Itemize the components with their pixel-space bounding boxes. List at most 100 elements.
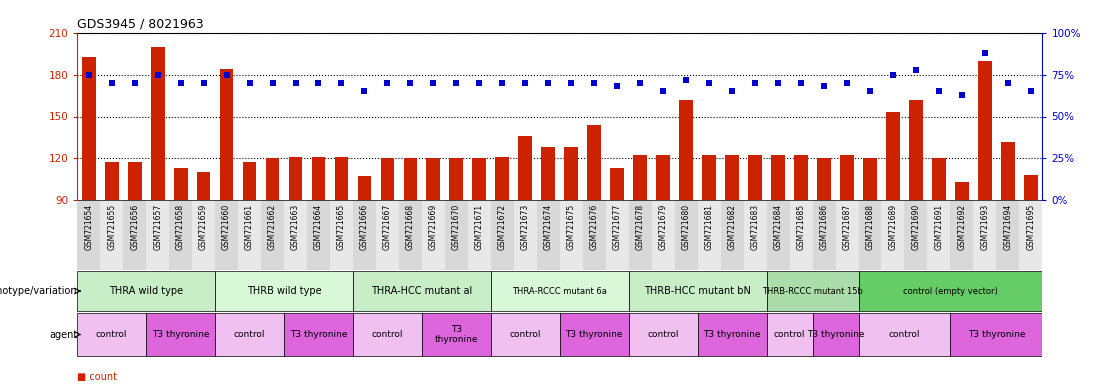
- Bar: [353, 271, 491, 311]
- Bar: [146, 200, 169, 270]
- Text: GSM721674: GSM721674: [544, 204, 553, 250]
- Bar: [881, 200, 904, 270]
- Bar: [427, 158, 440, 200]
- Text: GSM721684: GSM721684: [773, 204, 782, 250]
- Text: GSM721662: GSM721662: [268, 204, 277, 250]
- Bar: [124, 200, 146, 270]
- Bar: [771, 156, 785, 200]
- Bar: [472, 158, 486, 200]
- Bar: [858, 200, 881, 270]
- Bar: [100, 200, 124, 270]
- Point: [103, 80, 120, 86]
- Bar: [720, 200, 743, 270]
- Text: agent: agent: [49, 329, 77, 339]
- Text: control: control: [774, 330, 805, 339]
- Bar: [813, 313, 858, 356]
- Point: [838, 80, 856, 86]
- Text: GSM721682: GSM721682: [728, 204, 737, 250]
- Point: [333, 80, 351, 86]
- Point: [769, 80, 786, 86]
- Point: [930, 88, 947, 94]
- Text: GSM721686: GSM721686: [820, 204, 828, 250]
- Bar: [863, 158, 877, 200]
- Point: [885, 72, 902, 78]
- Point: [815, 83, 833, 89]
- Bar: [399, 200, 421, 270]
- Point: [747, 80, 764, 86]
- Bar: [629, 271, 767, 311]
- Text: GSM721680: GSM721680: [682, 204, 690, 250]
- Bar: [817, 158, 831, 200]
- Point: [953, 92, 971, 98]
- Point: [448, 80, 465, 86]
- Point: [355, 88, 373, 94]
- Text: GSM721693: GSM721693: [981, 204, 989, 250]
- Text: GSM721695: GSM721695: [1027, 204, 1036, 250]
- Text: T3
thyronine: T3 thyronine: [435, 325, 478, 344]
- Point: [539, 80, 557, 86]
- Bar: [973, 200, 996, 270]
- Bar: [725, 156, 739, 200]
- Bar: [174, 168, 188, 200]
- Bar: [381, 158, 394, 200]
- Point: [792, 80, 810, 86]
- Text: THRA-HCC mutant al: THRA-HCC mutant al: [372, 286, 472, 296]
- Text: GDS3945 / 8021963: GDS3945 / 8021963: [77, 17, 204, 30]
- Bar: [261, 200, 285, 270]
- Bar: [978, 61, 992, 200]
- Point: [264, 80, 281, 86]
- Bar: [421, 200, 445, 270]
- Text: ■ count: ■ count: [77, 372, 117, 382]
- Bar: [858, 313, 951, 356]
- Bar: [215, 200, 238, 270]
- Point: [516, 80, 534, 86]
- Point: [425, 80, 442, 86]
- Bar: [77, 313, 146, 356]
- Bar: [904, 200, 928, 270]
- Text: GSM721658: GSM721658: [176, 204, 185, 250]
- Text: GSM721670: GSM721670: [452, 204, 461, 250]
- Bar: [606, 200, 629, 270]
- Bar: [559, 313, 629, 356]
- Text: GSM721656: GSM721656: [130, 204, 139, 250]
- Text: GSM721687: GSM721687: [843, 204, 852, 250]
- Bar: [146, 313, 215, 356]
- Text: THRA wild type: THRA wild type: [109, 286, 183, 296]
- Point: [126, 80, 143, 86]
- Text: GSM721685: GSM721685: [796, 204, 805, 250]
- Bar: [656, 156, 670, 200]
- Text: GSM721663: GSM721663: [291, 204, 300, 250]
- Text: GSM721668: GSM721668: [406, 204, 415, 250]
- Bar: [468, 200, 491, 270]
- Bar: [330, 200, 353, 270]
- Bar: [582, 200, 606, 270]
- Bar: [587, 125, 601, 200]
- Text: T3 thyronine: T3 thyronine: [967, 330, 1025, 339]
- Bar: [629, 313, 697, 356]
- Text: GSM721657: GSM721657: [153, 204, 162, 250]
- Bar: [514, 200, 537, 270]
- Bar: [215, 313, 285, 356]
- Bar: [196, 172, 211, 200]
- Point: [609, 83, 627, 89]
- Text: GSM721689: GSM721689: [889, 204, 898, 250]
- Text: GSM721678: GSM721678: [635, 204, 644, 250]
- Point: [217, 72, 235, 78]
- Bar: [697, 200, 720, 270]
- Point: [724, 88, 741, 94]
- Text: GSM721667: GSM721667: [383, 204, 392, 250]
- Text: THRA-RCCC mutant 6a: THRA-RCCC mutant 6a: [512, 286, 608, 296]
- Bar: [307, 200, 330, 270]
- Bar: [77, 271, 215, 311]
- Bar: [243, 162, 256, 200]
- Text: GSM721677: GSM721677: [613, 204, 622, 250]
- Bar: [743, 200, 767, 270]
- Point: [999, 80, 1017, 86]
- Bar: [491, 313, 560, 356]
- Bar: [445, 200, 468, 270]
- Bar: [836, 200, 858, 270]
- Point: [563, 80, 580, 86]
- Text: control: control: [96, 330, 128, 339]
- Point: [976, 50, 994, 56]
- Text: GSM721694: GSM721694: [1004, 204, 1013, 250]
